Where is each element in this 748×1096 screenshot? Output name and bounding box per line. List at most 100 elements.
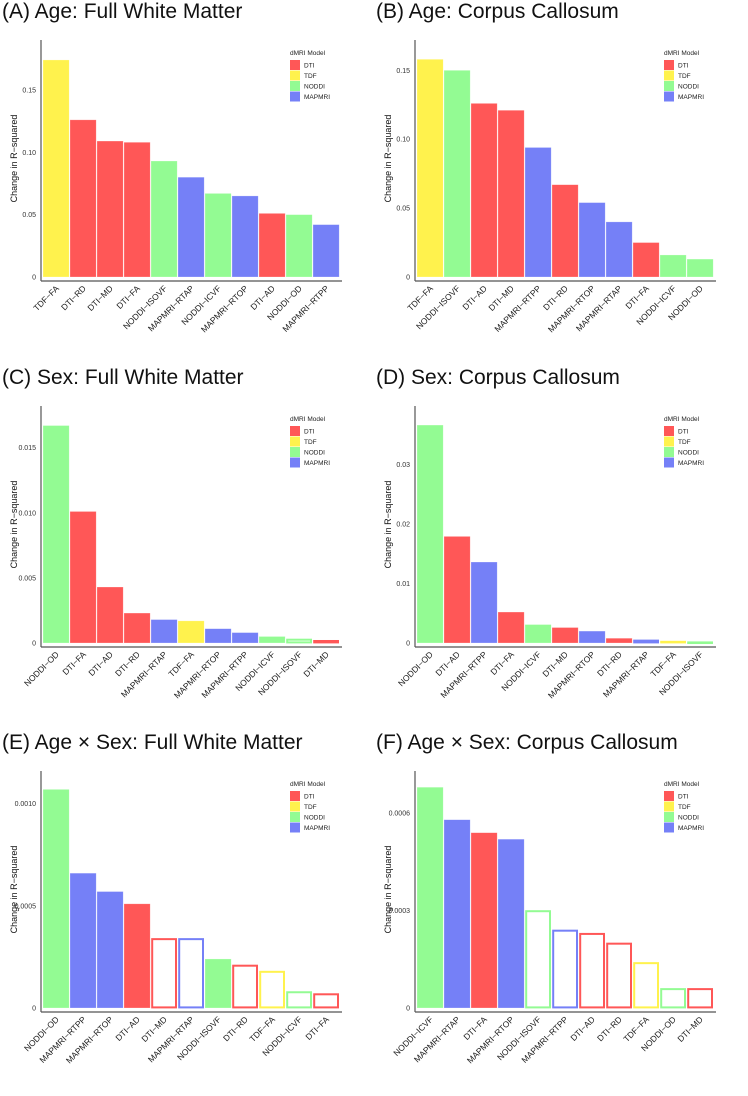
bar xyxy=(96,586,124,644)
bar xyxy=(258,636,286,644)
legend-label: MAPMRI xyxy=(678,825,704,832)
x-tick-label: DTI−AD xyxy=(460,283,489,312)
x-tick-label: NODDI−OD xyxy=(22,649,61,688)
bar-outline xyxy=(286,638,313,644)
y-tick-label: 0 xyxy=(406,275,410,282)
legend-label: NODDI xyxy=(678,815,699,822)
bar xyxy=(497,611,525,644)
legend-label: NODDI xyxy=(304,450,325,457)
bar-outline xyxy=(633,962,660,1009)
x-tick-label: TDF−FA xyxy=(31,283,61,313)
bar-outline xyxy=(579,932,605,1009)
panel-f: (F) Age × Sex: Corpus Callosum 0 0.0003 0.0… xyxy=(374,731,748,1096)
legend-label: MAPMRI xyxy=(678,94,704,101)
bar xyxy=(551,627,579,644)
bar xyxy=(497,109,525,278)
x-tick-label: MAPMRI−RTPP xyxy=(199,649,250,700)
x-tick-label: DTI−FA xyxy=(303,1014,331,1042)
y-axis-label: Change in R−squared xyxy=(9,481,19,569)
y-tick-label: 0.01 xyxy=(396,581,410,588)
legend-label: DTI xyxy=(304,794,315,801)
y-tick-label: 0 xyxy=(32,275,36,282)
bar xyxy=(177,176,205,278)
x-tick-label: MAPMRI−RTOP xyxy=(64,1014,115,1065)
bar xyxy=(632,242,660,278)
legend-swatch xyxy=(290,447,300,457)
bar xyxy=(416,424,444,644)
bar xyxy=(231,632,259,644)
legend-label: TDF xyxy=(678,73,691,80)
bar xyxy=(470,561,498,644)
bar-outline xyxy=(313,639,340,644)
bar xyxy=(96,891,124,1009)
legend-swatch xyxy=(664,70,674,81)
legend-label: TDF xyxy=(678,439,691,446)
x-tick-label: MAPMRI−RTOP xyxy=(546,649,597,700)
legend-swatch xyxy=(664,812,674,822)
legend-swatch xyxy=(664,791,674,801)
bar xyxy=(686,258,714,278)
legend-swatch xyxy=(664,457,674,468)
chart-title: (A) Age: Full White Matter xyxy=(2,0,243,23)
legend-swatch xyxy=(290,812,300,822)
bar xyxy=(204,958,232,1009)
legend-label: NODDI xyxy=(304,84,325,91)
bar-outline xyxy=(606,942,632,1009)
legend-swatch xyxy=(664,60,674,70)
legend-title: dMRI Model xyxy=(290,416,326,423)
legend-swatch xyxy=(664,822,674,833)
legend-swatch xyxy=(664,426,674,436)
bar-outline xyxy=(286,991,313,1009)
x-tick-label: DTI−MD xyxy=(675,1014,705,1044)
x-tick-label: DTI−RD xyxy=(59,283,88,312)
legend-label: TDF xyxy=(304,804,317,811)
bar xyxy=(123,903,151,1009)
x-tick-label: DTI−RD xyxy=(595,1014,624,1043)
legend-swatch xyxy=(290,60,300,70)
legend-label: DTI xyxy=(304,429,315,436)
bar-outline xyxy=(313,993,340,1009)
legend-label: TDF xyxy=(678,804,691,811)
y-tick-label: 0 xyxy=(406,641,410,648)
bar-outline xyxy=(633,639,660,644)
legend-label: DTI xyxy=(304,63,315,70)
bar xyxy=(69,511,97,644)
bar xyxy=(551,184,579,278)
y-tick-label: 0.10 xyxy=(396,137,410,144)
bar-chart: 0 0.01 0.02 0.03 Change in R−squared NODDI−OD… xyxy=(383,406,716,700)
x-tick-label: MAPMRI−RTPP xyxy=(519,1014,570,1065)
y-tick-label: 0.10 xyxy=(22,150,36,157)
bar xyxy=(416,58,444,278)
legend-title: dMRI Model xyxy=(664,781,700,788)
chart-title: (F) Age × Sex: Corpus Callosum xyxy=(376,731,678,754)
chart-title: (B) Age: Corpus Callosum xyxy=(376,0,619,23)
y-axis-label: Change in R−squared xyxy=(383,115,393,203)
y-axis-label: Change in R−squared xyxy=(383,481,393,569)
bar xyxy=(177,620,205,644)
y-tick-label: 0.015 xyxy=(18,445,36,452)
bar xyxy=(605,221,633,278)
bar xyxy=(69,119,97,278)
legend-swatch xyxy=(290,426,300,436)
bar xyxy=(42,789,70,1009)
y-axis-label: Change in R−squared xyxy=(9,846,19,934)
x-tick-label: MAPMRI−RTOP xyxy=(465,1014,516,1065)
x-tick-label: MAPMRI−RTOP xyxy=(546,283,597,334)
y-tick-label: 0.0005 xyxy=(15,903,37,910)
chart-title: (D) Sex: Corpus Callosum xyxy=(376,366,620,389)
bar xyxy=(204,193,232,278)
legend-label: TDF xyxy=(304,73,317,80)
bar xyxy=(258,213,286,278)
panel-d: (D) Sex: Corpus Callosum 0 0.01 0.02 0.03 Cha… xyxy=(374,366,748,731)
bar xyxy=(659,254,687,278)
bar-outline xyxy=(660,640,687,644)
bar-outline xyxy=(178,938,204,1009)
bar-outline xyxy=(687,641,714,645)
x-tick-label: DTI−RD xyxy=(221,1014,250,1043)
legend-swatch xyxy=(664,91,674,102)
bar-chart: 0 0.005 0.010 0.015 Change in R−squared NODDI… xyxy=(9,406,342,700)
y-tick-label: 0.0003 xyxy=(389,908,411,915)
legend-title: dMRI Model xyxy=(290,50,326,57)
